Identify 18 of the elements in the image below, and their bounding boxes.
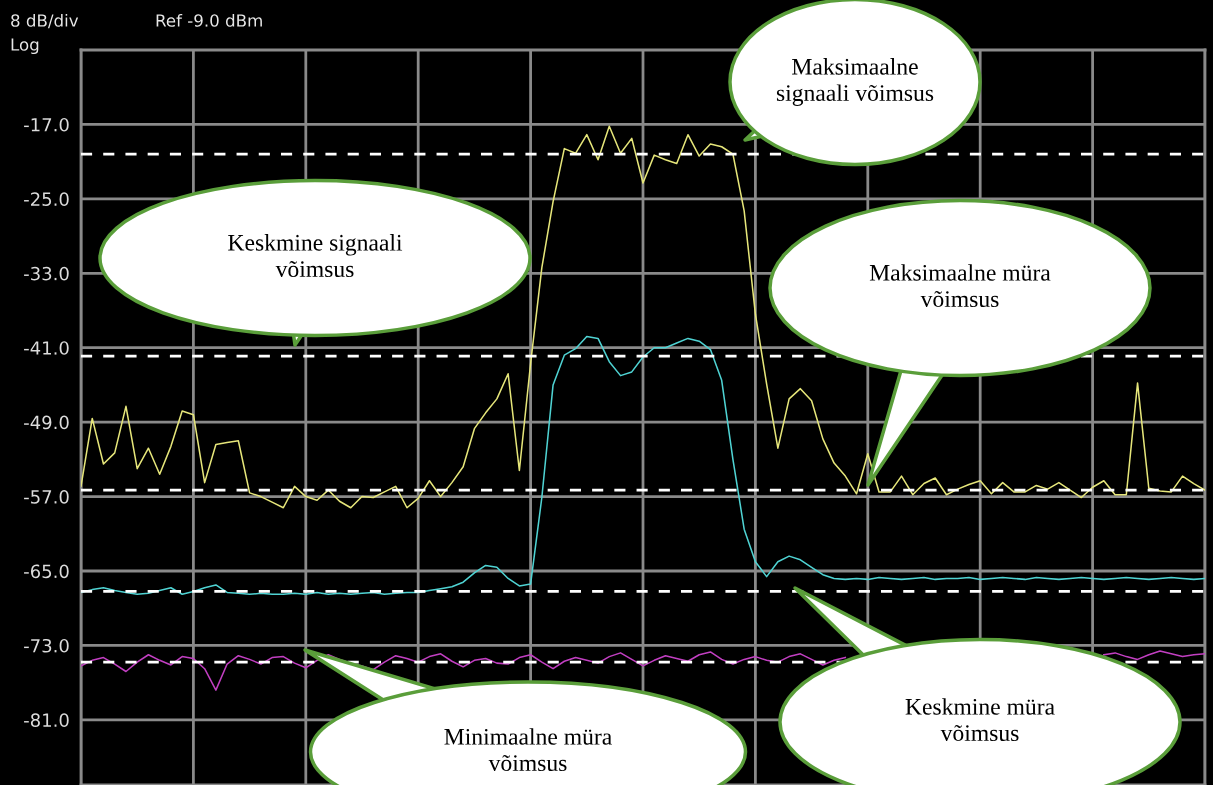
text: Log [11, 38, 39, 55]
y-tick-label: -81.0 [24, 713, 69, 727]
y-tick-label: -25.0 [24, 192, 69, 206]
text: Ref -9.0 dBm [156, 13, 262, 27]
y-tick-label: -49.0 [24, 415, 69, 430]
annotation: Maksimaalne signaali võimsus [776, 58, 934, 106]
y-tick-label: -17.0 [24, 117, 69, 132]
y-tick-label: -41.0 [24, 341, 69, 355]
annotation: Minimaalne müra võimsus [444, 728, 612, 772]
line-series [81, 125, 1205, 509]
annotation: Keskmine müra võimsus [905, 698, 1055, 742]
y-tick-label: -65.0 [24, 564, 69, 579]
text: 8 dB/div [11, 13, 79, 29]
y-tick-label: -33.0 [24, 266, 69, 281]
y-tick-label: -73.0 [24, 638, 69, 653]
y-tick-label: -57.0 [24, 490, 69, 504]
annotation: Maksimaalne müra võimsus [869, 264, 1051, 308]
annotation: Keskmine signaali võimsus [228, 234, 403, 278]
